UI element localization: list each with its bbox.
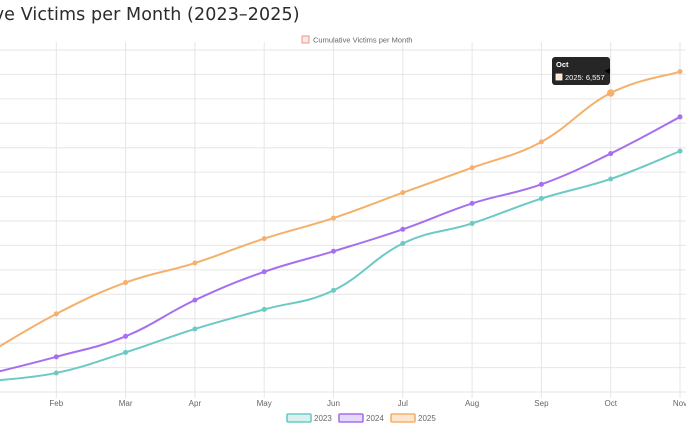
data-point[interactable] bbox=[608, 176, 614, 182]
data-point[interactable] bbox=[538, 181, 544, 187]
data-point[interactable] bbox=[677, 114, 683, 120]
tooltip-box bbox=[552, 57, 610, 85]
data-point[interactable] bbox=[677, 69, 683, 75]
legend-item-2024[interactable]: 2024 bbox=[338, 413, 384, 423]
data-point[interactable] bbox=[123, 280, 129, 286]
x-tick-label: Apr bbox=[189, 399, 202, 408]
legend-label: 2023 bbox=[314, 414, 332, 423]
data-point[interactable] bbox=[192, 297, 198, 303]
data-point[interactable] bbox=[469, 165, 475, 171]
data-point[interactable] bbox=[192, 326, 198, 332]
series-2025[interactable] bbox=[0, 69, 683, 356]
series-legend: 2023 2024 2025 bbox=[286, 413, 436, 423]
series-line-2023 bbox=[0, 150, 681, 382]
data-point[interactable] bbox=[123, 349, 129, 355]
x-tick-label: Aug bbox=[465, 399, 479, 408]
series-layer bbox=[0, 69, 683, 383]
data-point[interactable] bbox=[53, 354, 59, 360]
legend-swatch bbox=[338, 413, 364, 423]
data-point[interactable] bbox=[331, 215, 336, 221]
x-tick-label: Feb bbox=[49, 399, 63, 408]
page-title: lative Victims per Month (2023–2025) bbox=[0, 5, 300, 25]
tooltip-swatch bbox=[555, 73, 563, 81]
tooltip-title: Oct bbox=[556, 60, 569, 69]
x-tick-label: Sep bbox=[534, 399, 549, 408]
data-point[interactable] bbox=[192, 260, 198, 266]
data-point[interactable] bbox=[261, 306, 267, 312]
data-point[interactable] bbox=[538, 139, 544, 145]
data-point[interactable] bbox=[331, 248, 336, 254]
data-point[interactable] bbox=[469, 220, 475, 226]
tooltip-value: 2025: 6,557 bbox=[565, 73, 605, 82]
data-point[interactable] bbox=[607, 89, 615, 97]
data-point[interactable] bbox=[53, 370, 59, 376]
series-2024[interactable] bbox=[0, 114, 683, 376]
series-line-2025 bbox=[0, 70, 681, 348]
data-point[interactable] bbox=[331, 287, 336, 293]
data-point[interactable] bbox=[123, 333, 129, 339]
series-2023[interactable] bbox=[0, 148, 683, 383]
legend-swatch bbox=[390, 413, 416, 423]
data-point[interactable] bbox=[469, 200, 475, 206]
chart-title-text: Cumulative Victims per Month bbox=[313, 36, 412, 45]
legend-label: 2024 bbox=[366, 414, 384, 423]
x-tick-label: Mar bbox=[119, 399, 133, 408]
x-tick-label: Jun bbox=[327, 399, 340, 408]
chart-title-legend[interactable]: Cumulative Victims per Month bbox=[301, 35, 412, 45]
data-point[interactable] bbox=[261, 236, 267, 242]
x-tick-label: May bbox=[257, 399, 272, 408]
data-point[interactable] bbox=[677, 148, 683, 154]
data-point[interactable] bbox=[538, 196, 544, 202]
x-axis: JanFebMarAprMayJunJulAugSepOctNov bbox=[49, 399, 686, 408]
data-point[interactable] bbox=[400, 190, 406, 196]
data-point[interactable] bbox=[53, 311, 59, 317]
data-point[interactable] bbox=[608, 151, 614, 157]
hover-tooltip: Oct 2025: 6,557 bbox=[552, 57, 610, 85]
x-tick-label: Jul bbox=[398, 399, 408, 408]
data-point[interactable] bbox=[400, 240, 406, 246]
chart-title-swatch bbox=[301, 35, 310, 44]
x-tick-label: Nov bbox=[673, 399, 686, 408]
legend-item-2025[interactable]: 2025 bbox=[390, 413, 436, 423]
data-point[interactable] bbox=[261, 269, 267, 275]
legend-swatch bbox=[286, 413, 312, 423]
x-tick-label: Oct bbox=[604, 399, 617, 408]
legend-label: 2025 bbox=[418, 414, 436, 423]
grid-layer bbox=[0, 42, 686, 398]
tooltip-caret bbox=[604, 68, 610, 74]
legend-item-2023[interactable]: 2023 bbox=[286, 413, 332, 423]
data-point[interactable] bbox=[400, 226, 406, 232]
